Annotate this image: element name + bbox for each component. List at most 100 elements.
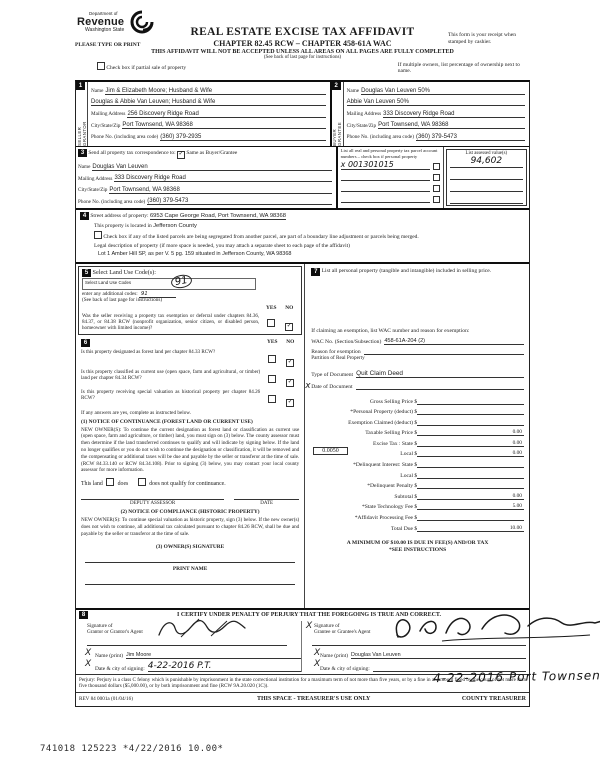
grantee-sig-x-mark: X — [306, 620, 313, 631]
segregated-label: Check box if any of the listed parcels a… — [103, 234, 419, 240]
owners-signature-label: (3) OWNER(S) SIGNATURE — [156, 543, 225, 550]
grantee-date-x-mark: X — [314, 658, 321, 669]
land-use-dropdown[interactable]: Select Land Use Codes 91 — [82, 272, 256, 290]
treasurer-space-label: THIS SPACE - TREASURER'S USE ONLY — [256, 696, 371, 703]
fee-label-subtotal: Subtotal $ — [394, 493, 418, 500]
fee-value-personal — [417, 414, 524, 416]
current-use-question: Is this property classified as current u… — [81, 368, 261, 381]
corr-name-label: Name — [78, 164, 91, 171]
seller-strip-label: SELLER — [76, 126, 82, 146]
form-title: REAL ESTATE EXCISE TAX AFFIDAVIT — [190, 26, 415, 38]
fee-label-delinq-interest-local: Local $ — [400, 472, 418, 479]
fee-value-subtotal: 0.00 — [417, 493, 524, 500]
if-yes-note: If any answers are yes, complete as inst… — [81, 409, 192, 416]
section-5-number: 5 — [82, 268, 91, 277]
grantee-name-x-mark: X — [314, 647, 321, 658]
additional-codes-label: enter any additional codes: — [82, 290, 138, 297]
forest-yes-checkbox — [268, 354, 277, 363]
print-name-label: PRINT NAME — [172, 565, 208, 572]
partial-sale-label: Check box if partial sale of property — [106, 65, 187, 71]
tax-correspondence-box: 3 Send all property tax correspondence t… — [76, 147, 338, 208]
property-section: 4 Street address of property: 6953 Cape … — [76, 210, 529, 264]
doc-date-line — [355, 388, 524, 390]
grantor-sig-of: Signature of — [87, 622, 113, 629]
street-address-value: 6953 Cape George Road, Port Townsend, WA… — [149, 213, 286, 220]
section-8-number: 8 — [79, 610, 88, 619]
corr-address: 333 Discovery Ridge Road — [114, 175, 332, 182]
buyer-phone: (360) 379-5473 — [415, 134, 525, 141]
reason-value: Partition of Real Property — [311, 354, 365, 361]
grantee-signature-block: X Signature of Grantee or Grantee's Agen… — [301, 613, 600, 685]
buyer-name-1: Douglas Van Leuven 50% — [361, 88, 525, 95]
same-as-buyer-checkmark: ✓ — [178, 151, 184, 157]
fee-label-total-due: Total Due $ — [390, 525, 418, 532]
grantee-sig-of: Signature of — [314, 622, 340, 629]
same-as-buyer-label: Same as Buyer/Grantee — [186, 150, 238, 156]
land-use-dropdown-text: Select Land Use Codes — [85, 279, 132, 285]
form-chapter: CHAPTER 82.45 RCW – CHAPTER 458-61A WAC — [213, 39, 392, 48]
corr-city: Port Townsend, WA 98368 — [109, 187, 332, 194]
seller-address-label: Mailing Address — [91, 111, 126, 118]
seller-side-strip: 1 SELLER GRANTOR — [76, 82, 88, 146]
buyer-phone-label: Phone No. (including area code) — [346, 134, 414, 141]
minimum-due-note: A MINIMUM OF $10.00 IS DUE IN FEE(S) AND… — [346, 539, 489, 546]
section-2-number: 2 — [331, 82, 341, 90]
assessed-value-1: 94,602 — [449, 156, 523, 168]
partial-sale-line: Check box if partial sale of property — [75, 62, 352, 74]
historical-no-checkbox: ✓ — [286, 398, 295, 407]
wac-label: WAC No. (Section/Subsection) — [311, 338, 382, 345]
personal-property-title: List all personal property (tangible and… — [321, 267, 492, 274]
yes-header-6: YES — [266, 338, 278, 345]
no-header-5: NO — [285, 304, 294, 311]
certify-statement: I CERTIFY UNDER PENALTY OF PERJURY THAT … — [176, 611, 441, 618]
county-value: Jefferson County — [153, 222, 197, 229]
parcel-numbers-header: List all real and personal property tax … — [340, 148, 438, 159]
perjury-notice: Perjury: Perjury is a class C felony whi… — [76, 675, 529, 694]
dor-swirl-icon — [130, 10, 154, 34]
fee-value-processing-fee — [417, 520, 524, 522]
county-treasurer-label: COUNTY TREASURER — [461, 696, 526, 703]
certification-section: 8 I CERTIFY UNDER PENALTY OF PERJURY THA… — [76, 610, 600, 685]
corr-phone-label: Phone No. (including area code) — [78, 198, 146, 205]
buyer-name-2: Abbie Van Leuven 50% — [346, 99, 525, 106]
buyer-side-strip: 2 BUYER GRANTEE — [331, 82, 344, 146]
seller-grantor-box: 1 SELLER GRANTOR Name Jim & Elizabeth Moo… — [76, 82, 332, 146]
form-body: 1 SELLER GRANTOR Name Jim & Elizabeth Moo… — [75, 80, 600, 708]
assessed-line-3 — [449, 180, 523, 192]
doc-date-label: Date of Document — [311, 383, 353, 390]
fee-label-gross: Gross Selling Price $ — [369, 398, 418, 405]
buyer-name-label: Name — [346, 88, 360, 95]
form-footer-row: REV 84 0001a (01/04/16) THIS SPACE - TRE… — [76, 693, 529, 706]
land-use-column: 5 Select Land Use Code(s): Select Land U… — [76, 263, 306, 608]
exemption-fees-column: 7 List all personal property (tangible a… — [305, 264, 529, 608]
corr-address-label: Mailing Address — [78, 175, 113, 182]
yes-header-5: YES — [265, 304, 277, 311]
parcel-number-value: 001301015 — [347, 160, 394, 169]
correspondence-intro: Send all property tax correspondence to: — [88, 150, 176, 156]
section-1-number: 1 — [76, 82, 85, 90]
fee-label-exemption: Exemption Claimed (deduct) $ — [348, 419, 418, 426]
land-use-title: Select Land Use Code(s): — [92, 268, 156, 276]
section-7-number: 7 — [311, 267, 321, 276]
historical-question: Is this property receiving special valua… — [81, 388, 261, 401]
no-header-6: NO — [286, 338, 295, 345]
grantee-strip-label: GRANTEE — [337, 121, 343, 146]
grantor-sig-label: Grantor or Grantor's Agent — [87, 629, 143, 635]
does-checkbox — [106, 478, 115, 487]
fee-label-delinq-penalty: *Delinquent Penalty $ — [367, 483, 418, 490]
doc-date-x-mark: x — [305, 380, 311, 391]
does-not-label: does not — [149, 481, 169, 488]
seller-name-1: Jim & Elizabeth Moore; Husband & Wife — [105, 88, 326, 95]
buyer-address: 333 Discovery Ridge Road — [383, 111, 525, 118]
grantor-name-print-label: Name (print) — [95, 652, 123, 659]
owners-signature-line — [85, 550, 296, 563]
fee-value-delinq-interest-local — [417, 477, 524, 479]
see-back-note: (See back of last page for instructions) — [263, 55, 342, 60]
classification-box: 6 YES NO Is this property designated as fo… — [78, 335, 302, 587]
segregated-checkbox — [94, 231, 102, 239]
grantor-signature — [158, 618, 246, 637]
see-instructions-note: *SEE INSTRUCTIONS — [388, 547, 447, 554]
current-use-yes-checkbox — [268, 374, 277, 383]
exemption-intro: If claiming an exemption, list WAC numbe… — [311, 327, 470, 334]
fee-value-tech-fee: 5.00 — [417, 503, 524, 511]
